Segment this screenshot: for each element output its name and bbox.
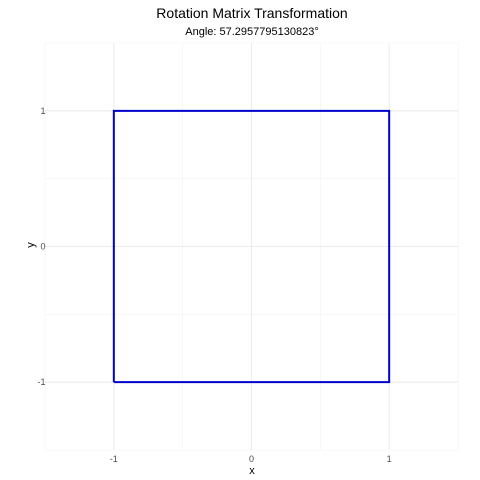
y-tick-label: 1: [40, 106, 45, 116]
x-tick-label: 1: [387, 454, 392, 464]
x-tick-label: 0: [249, 454, 254, 464]
x-axis-label: x: [249, 465, 255, 477]
grid: [45, 43, 458, 450]
x-tick-label: -1: [110, 454, 118, 464]
y-tick-label: -1: [37, 377, 45, 387]
chart-title: Rotation Matrix Transformation: [156, 5, 347, 21]
y-tick-label: 0: [40, 242, 45, 252]
x-tick-labels: -1 0 1: [110, 454, 392, 464]
y-axis-label: y: [25, 242, 37, 248]
y-tick-labels: -1 0 1: [37, 106, 45, 387]
chart-subtitle: Angle: 57.2957795130823°: [185, 26, 318, 38]
